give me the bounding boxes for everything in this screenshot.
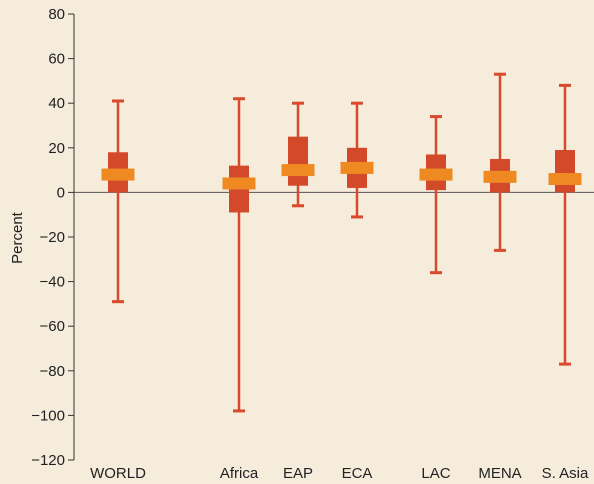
y-tick-label: 20: [48, 140, 65, 157]
box-mena: [483, 72, 517, 252]
box-africa: [222, 97, 256, 413]
x-category-label: WORLD: [90, 465, 146, 482]
median-bar: [548, 173, 582, 186]
box-lac: [419, 115, 453, 275]
x-category-label: Africa: [220, 465, 259, 482]
median-bar: [419, 168, 453, 181]
y-tick-label: 40: [48, 95, 65, 112]
box-s-asia: [548, 83, 582, 366]
x-axis-labels: WORLD Africa EAP ECA LAC MENA S. Asia: [90, 465, 589, 482]
y-axis-title: Percent: [9, 211, 26, 264]
median-bar: [483, 170, 517, 183]
y-tick-label: 80: [48, 6, 65, 23]
y-tick-label: −20: [40, 229, 65, 246]
x-category-label: LAC: [421, 465, 450, 482]
y-tick-label: −120: [31, 452, 65, 469]
iqr-box: [555, 150, 575, 193]
x-category-label: ECA: [342, 465, 373, 482]
median-bar: [281, 164, 315, 177]
y-tick-label: −60: [40, 318, 65, 335]
iqr-box: [288, 136, 308, 186]
y-tick-label: 0: [57, 184, 65, 201]
plot-area: [74, 72, 594, 413]
x-category-label: MENA: [478, 465, 521, 482]
box-eca: [340, 101, 374, 219]
x-category-label: EAP: [283, 465, 313, 482]
x-category-label: S. Asia: [542, 465, 589, 482]
median-bar: [340, 161, 374, 174]
box-world: [101, 99, 135, 304]
y-tick-label: 60: [48, 51, 65, 68]
y-tick-label: −80: [40, 363, 65, 380]
y-tick-label: −40: [40, 274, 65, 291]
y-tick-label: −100: [31, 407, 65, 424]
box-eap: [281, 101, 315, 208]
median-bar: [101, 168, 135, 181]
y-axis: 80 60 40 20 0 −20 −40 −60 −80 −100 −120: [31, 6, 75, 469]
median-bar: [222, 177, 256, 190]
